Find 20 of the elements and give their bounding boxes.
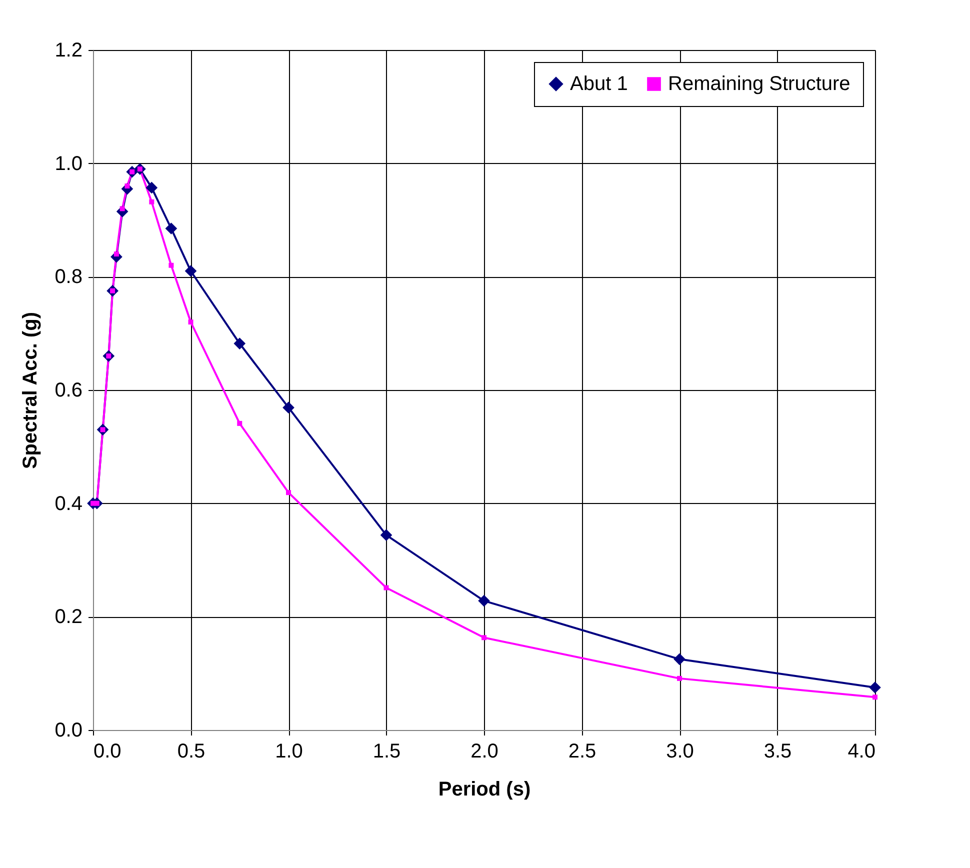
x-tick-label: 1.0 xyxy=(275,740,303,762)
y-tick-label: 1.0 xyxy=(54,152,82,175)
x-tick-label: 2.5 xyxy=(568,740,596,762)
x-tick-label: 4.0 xyxy=(848,740,876,762)
y-tick-label: 0.8 xyxy=(54,266,82,288)
x-axis-title: Period (s) xyxy=(438,778,531,800)
y-tick-label: 0.2 xyxy=(54,606,82,628)
x-tick-label: 3.5 xyxy=(764,740,792,762)
legend-label: Abut 1 xyxy=(570,73,628,95)
x-tick-label: 3.0 xyxy=(666,740,694,762)
y-tick-label: 1.2 xyxy=(54,40,82,62)
y-tick-label: 0.4 xyxy=(54,492,82,515)
y-tick-label: 0.0 xyxy=(54,720,82,742)
y-axis-title: Spectral Acc. (g) xyxy=(20,312,42,470)
y-tick-label: 0.6 xyxy=(54,380,82,402)
x-tick-label: 1.5 xyxy=(372,740,401,762)
x-tick-label: 2.0 xyxy=(470,740,498,762)
x-tick-label: 0.5 xyxy=(177,740,206,762)
x-tick-label: 0.0 xyxy=(94,740,122,762)
legend-label: Remaining Structure xyxy=(668,73,850,95)
